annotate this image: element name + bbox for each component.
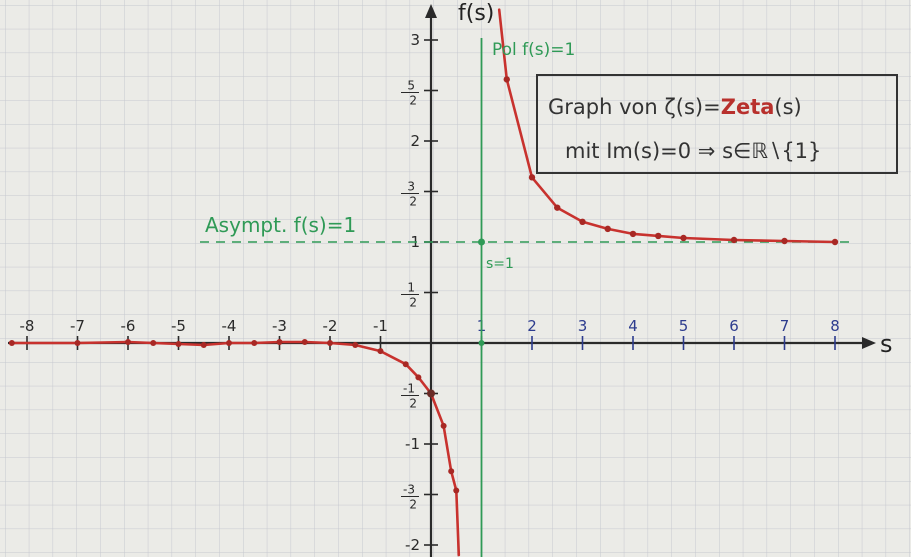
y-tick-fraction: -32 bbox=[401, 483, 419, 512]
title-equals: = bbox=[703, 95, 721, 119]
data-point bbox=[251, 340, 258, 346]
x-tick-label: -3 bbox=[272, 317, 287, 335]
y-tick-label: -2 bbox=[405, 536, 420, 554]
data-point bbox=[327, 340, 333, 346]
data-point bbox=[226, 340, 232, 346]
data-point bbox=[831, 238, 839, 246]
y-tick-denominator: 2 bbox=[409, 195, 417, 209]
x-tick-label: 7 bbox=[780, 317, 790, 335]
pole-axis-point bbox=[478, 340, 485, 346]
y-tick-denominator: 2 bbox=[409, 397, 417, 411]
y-tick-denominator: 2 bbox=[409, 498, 417, 512]
y-tick-numerator: -3 bbox=[403, 483, 415, 497]
y-axis-arrow bbox=[425, 4, 437, 18]
y-tick-numerator: 5 bbox=[407, 79, 415, 93]
title-box: Graph von ζ(s)=Zeta(s) mit Im(s)=0 ⇒ s∈ℝ… bbox=[536, 74, 898, 174]
x-tick-label: 6 bbox=[729, 317, 739, 335]
x-tick-label: -5 bbox=[171, 317, 186, 335]
y-tick-denominator: 2 bbox=[409, 296, 417, 310]
data-point bbox=[579, 218, 586, 225]
x-tick-label: -7 bbox=[70, 317, 85, 335]
data-point bbox=[402, 361, 409, 368]
data-point bbox=[74, 340, 81, 346]
data-point bbox=[125, 338, 131, 345]
data-point bbox=[448, 468, 455, 475]
pole-label: Pol f(s)=1 bbox=[492, 40, 575, 60]
x-tick-label: -1 bbox=[373, 317, 388, 335]
data-point bbox=[352, 342, 359, 349]
data-point bbox=[415, 374, 422, 381]
x-axis-label: s bbox=[880, 330, 893, 358]
title-zeta-arg: (s) bbox=[774, 95, 801, 119]
title-prefix: Graph von bbox=[548, 95, 664, 119]
curve-left-branch bbox=[10, 340, 461, 557]
x-tick-label: 8 bbox=[830, 317, 840, 335]
title-line-1: Graph von ζ(s)=Zeta(s) bbox=[548, 95, 802, 119]
asymptote-label: Asympt. f(s)=1 bbox=[205, 213, 356, 237]
data-point bbox=[8, 340, 15, 346]
data-point bbox=[730, 236, 738, 244]
y-tick-label: 2 bbox=[410, 132, 420, 150]
data-point bbox=[200, 342, 207, 349]
pole-axis-label: s=1 bbox=[486, 256, 514, 272]
y-tick-label: -1 bbox=[405, 435, 420, 453]
x-tick-label: 3 bbox=[578, 317, 588, 335]
data-point bbox=[680, 234, 687, 242]
data-point bbox=[655, 232, 662, 240]
x-tick-label: 4 bbox=[628, 317, 638, 335]
curve-right-branch bbox=[497, 8, 837, 244]
data-point bbox=[150, 340, 157, 346]
title-zeta-word: Zeta bbox=[721, 95, 775, 119]
x-tick-label: -2 bbox=[323, 317, 338, 335]
x-tick-label: -8 bbox=[20, 317, 35, 335]
y-tick-fraction: 12 bbox=[401, 281, 419, 310]
x-tick-label: 2 bbox=[527, 317, 537, 335]
y-tick-label: 3 bbox=[410, 31, 420, 49]
data-point bbox=[175, 341, 182, 348]
y-tick-numerator: 3 bbox=[407, 180, 415, 194]
pole-point bbox=[478, 238, 485, 246]
y-tick-fraction: 32 bbox=[401, 180, 419, 209]
data-point bbox=[377, 348, 384, 355]
data-point bbox=[528, 174, 536, 181]
x-tick-label: 5 bbox=[679, 317, 689, 335]
data-point bbox=[781, 237, 788, 245]
y-tick-fraction: -12 bbox=[401, 382, 419, 411]
y-tick-numerator: 1 bbox=[407, 281, 415, 295]
data-point bbox=[440, 422, 447, 429]
y-axis-label: f(s) bbox=[458, 1, 494, 26]
data-point bbox=[554, 204, 561, 211]
data-point bbox=[629, 230, 637, 238]
y-tick-numerator: -1 bbox=[403, 382, 415, 396]
x-tick-label: -4 bbox=[222, 317, 237, 335]
title-line-2: mit Im(s)=0 ⇒ s∈ℝ∖{1} bbox=[565, 139, 821, 163]
title-zeta-symbol: ζ(s) bbox=[664, 95, 703, 119]
data-point bbox=[503, 76, 510, 83]
data-point bbox=[427, 389, 435, 398]
data-point bbox=[301, 338, 308, 345]
y-tick-denominator: 2 bbox=[409, 94, 417, 108]
x-tick-label: -6 bbox=[121, 317, 136, 335]
x-axis-arrow bbox=[862, 337, 876, 349]
y-tick-fraction: 52 bbox=[401, 79, 419, 108]
data-point bbox=[276, 338, 283, 345]
data-point bbox=[604, 225, 611, 233]
data-point bbox=[453, 487, 460, 494]
